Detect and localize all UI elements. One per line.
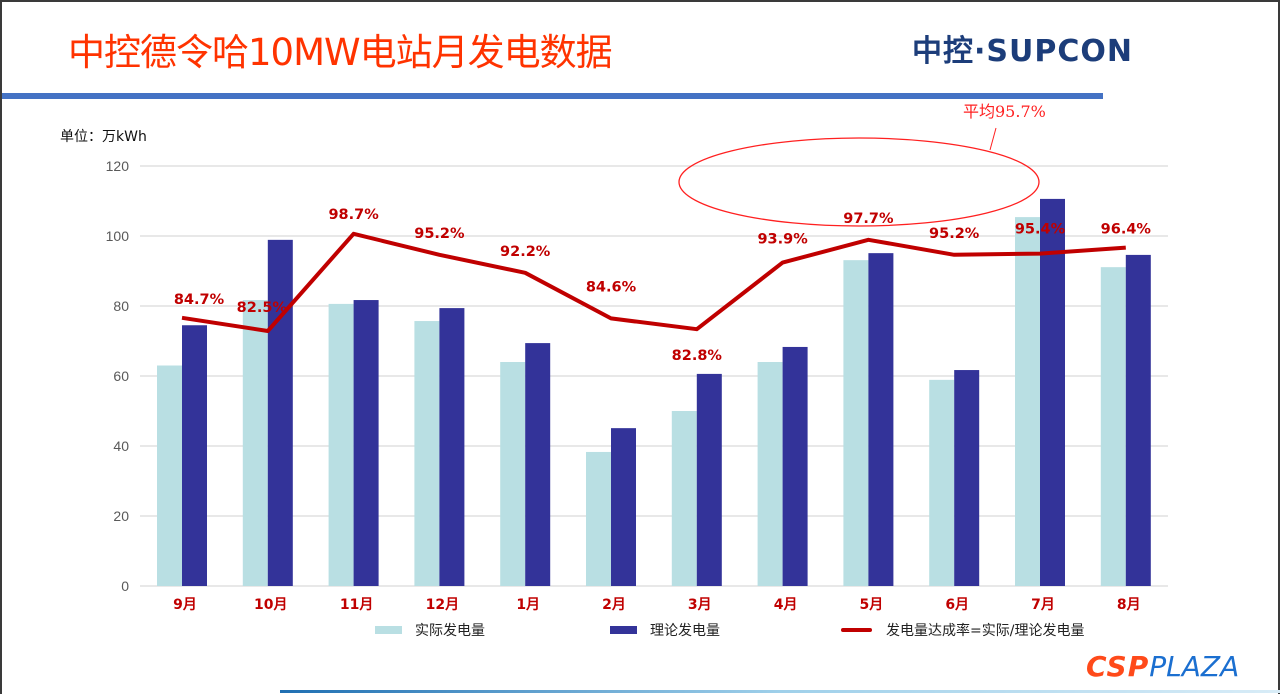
y-tick-label: 120 — [106, 158, 130, 174]
bar-actual — [328, 303, 354, 586]
rate-data-label: 84.7% — [174, 292, 225, 308]
rate-data-label: 93.9% — [757, 232, 808, 248]
legend-swatch-theory — [610, 626, 637, 634]
x-tick-label: 6月 — [945, 597, 969, 613]
bar-theory — [1125, 254, 1151, 586]
rate-data-label: 95.2% — [929, 226, 980, 242]
y-tick-label: 40 — [113, 438, 129, 454]
x-tick-label: 7月 — [1031, 597, 1055, 613]
rate-data-label: 92.2% — [500, 244, 551, 260]
page-title: 中控德令哈10MW电站月发电数据 — [68, 31, 613, 74]
legend-label-theory: 理论发电量 — [650, 623, 720, 639]
highlight-ellipse — [678, 137, 1040, 227]
y-tick-label: 0 — [121, 578, 129, 594]
bar-actual — [1100, 267, 1126, 586]
bars — [157, 198, 1151, 586]
bar-actual — [757, 362, 783, 586]
bar-theory — [525, 343, 551, 586]
rate-data-label: 96.4% — [1101, 222, 1152, 238]
legend-item-theory: 理论发电量 — [610, 620, 720, 640]
bar-theory — [868, 253, 894, 586]
y-tick-label: 20 — [113, 508, 129, 524]
average-annotation: 平均95.7% — [963, 102, 1046, 121]
rate-data-label: 84.6% — [586, 279, 637, 295]
legend-label-rate: 发电量达成率=实际/理论发电量 — [886, 623, 1085, 639]
rate-data-label: 95.2% — [414, 226, 465, 242]
rate-data-label: 97.7% — [843, 211, 894, 227]
x-tick-labels: 9月 10月 11月 12月 1月 2月 3月 4月 5月 6月 7月 8月 — [173, 597, 1141, 613]
bar-actual — [1015, 217, 1040, 586]
bar-actual — [586, 451, 611, 586]
bar-actual — [500, 362, 526, 586]
x-tick-label: 1月 — [516, 597, 540, 613]
bar-actual — [671, 411, 697, 586]
unit-label: 单位：万kWh — [60, 129, 147, 145]
bar-theory — [954, 370, 980, 586]
x-tick-label: 9月 — [173, 597, 197, 613]
annotation-pointer — [989, 127, 997, 151]
legend-swatch-rate — [841, 628, 872, 632]
x-tick-label: 8月 — [1117, 597, 1141, 613]
legend-label-actual: 实际发电量 — [415, 623, 485, 639]
bar-theory — [182, 325, 207, 586]
csp-logo-part1: CSP — [1086, 650, 1150, 683]
footer-line — [280, 690, 1280, 693]
bar-theory — [696, 373, 722, 586]
legend-item-rate: 发电量达成率=实际/理论发电量 — [841, 620, 1084, 640]
bar-theory — [353, 300, 379, 586]
x-tick-label: 3月 — [688, 597, 712, 613]
legend-swatch-actual — [375, 626, 402, 634]
bar-actual — [929, 379, 955, 586]
rate-data-label: 82.8% — [672, 348, 723, 364]
rate-data-label: 82.5% — [237, 300, 288, 316]
y-tick-label: 100 — [106, 228, 130, 244]
bar-actual — [414, 321, 440, 586]
grid-lines — [140, 165, 1168, 587]
y-tick-label: 60 — [113, 368, 129, 384]
rate-data-label: 95.4% — [1015, 222, 1066, 238]
title-divider — [2, 93, 1103, 99]
legend-item-actual: 实际发电量 — [375, 620, 485, 640]
x-tick-label: 10月 — [254, 597, 287, 613]
x-tick-label: 2月 — [602, 597, 626, 613]
bar-theory — [267, 239, 293, 586]
bar-theory — [611, 428, 636, 586]
x-tick-label: 12月 — [426, 597, 459, 613]
csp-logo-part2: PLAZA — [1149, 650, 1240, 683]
bar-actual — [242, 300, 268, 586]
y-tick-labels: 0 20 40 60 80 100 120 — [106, 158, 130, 594]
rate-data-label: 98.7% — [328, 207, 379, 223]
bar-theory — [782, 346, 808, 586]
rate-line-layer: 84.7% 82.5% 98.7% 95.2% 92.2% 84.6% 82.8% 93.9%… — [174, 207, 1152, 364]
csp-plaza-logo: CSPPLAZA — [1086, 652, 1239, 682]
bar-actual — [843, 260, 869, 586]
annotation-layer — [678, 127, 1040, 227]
x-tick-label: 5月 — [860, 597, 884, 613]
bar-actual — [157, 365, 182, 586]
x-tick-label: 11月 — [340, 597, 373, 613]
supcon-logo: 中控·SUPCON — [912, 34, 1133, 69]
bar-theory — [439, 308, 465, 586]
bar-theory — [1040, 198, 1065, 586]
rate-line — [181, 231, 1126, 333]
y-tick-label: 80 — [113, 298, 129, 314]
x-tick-label: 4月 — [774, 597, 798, 613]
